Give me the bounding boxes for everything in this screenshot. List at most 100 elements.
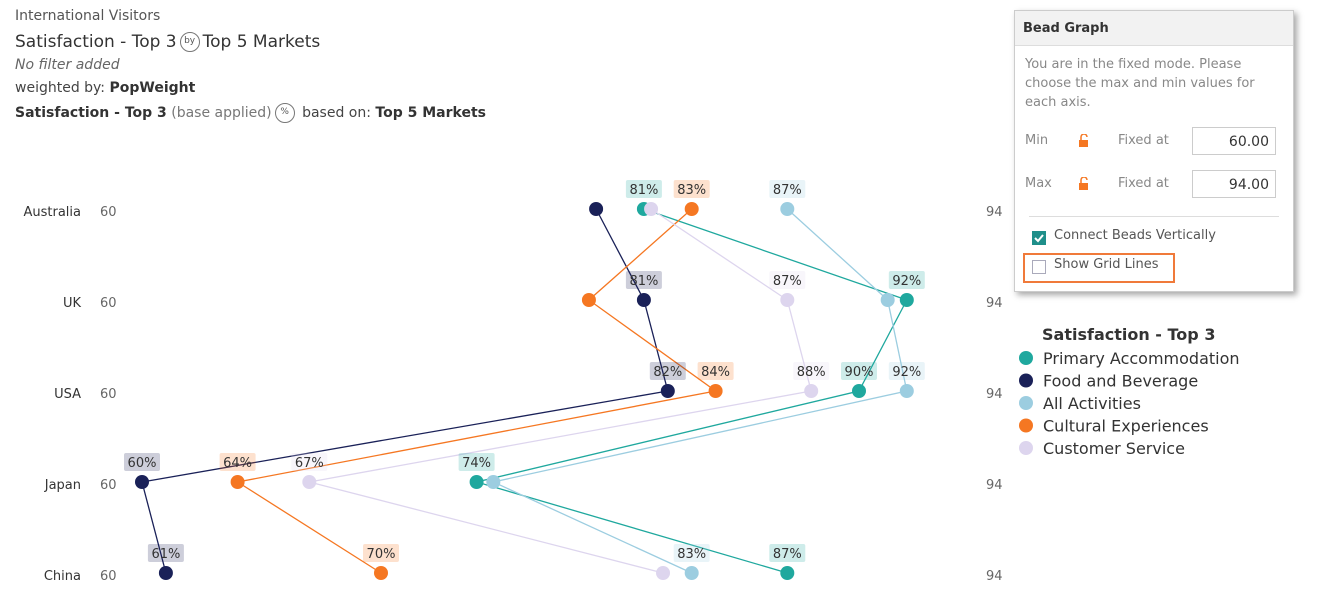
value-label: 64%	[223, 456, 252, 471]
legend-marker	[1019, 396, 1033, 410]
separator	[1029, 216, 1279, 217]
axis-min-label: 60	[100, 296, 117, 311]
value-label-bg	[363, 544, 399, 562]
based-on-label: based on:	[302, 105, 371, 121]
value-label: 87%	[773, 547, 802, 562]
connector-line	[309, 208, 813, 574]
bead	[469, 475, 484, 489]
min-input[interactable]: 60.00	[1192, 127, 1276, 155]
subtitle: International Visitors	[15, 8, 161, 24]
value-label-bg	[673, 544, 710, 562]
bead	[230, 475, 245, 489]
value-label: 83%	[677, 183, 706, 198]
bead	[581, 293, 596, 307]
value-label: 87%	[773, 274, 802, 289]
bead	[684, 202, 699, 216]
value-label-bg	[769, 180, 806, 198]
legend-marker	[1019, 351, 1033, 365]
value-label-bg	[793, 362, 830, 380]
axis-max-label: 94	[986, 387, 1003, 402]
axis-min-label: 60	[100, 205, 117, 220]
based-on-value: Top 5 Markets	[375, 105, 486, 121]
row-label: UK	[63, 296, 82, 311]
panel-description: You are in the fixed mode. Please choose…	[1025, 57, 1255, 110]
value-label-bg	[769, 271, 806, 289]
bead	[780, 566, 795, 580]
axis-min-label: 60	[100, 569, 117, 584]
grid-label[interactable]: Show Grid Lines	[1054, 257, 1159, 272]
bead	[880, 293, 895, 307]
legend-marker	[1019, 441, 1033, 455]
max-input[interactable]: 94.00	[1192, 170, 1276, 198]
bead	[804, 384, 819, 398]
value-label-bg	[291, 453, 328, 471]
value-label: 90%	[845, 365, 874, 380]
axis-max-label: 94	[986, 478, 1003, 493]
row-label: USA	[54, 387, 81, 402]
bead	[302, 475, 317, 489]
bead	[636, 293, 651, 307]
highlight-box	[1023, 253, 1175, 283]
title-left: Satisfaction - Top 3	[15, 32, 177, 52]
value-label-bg	[458, 453, 495, 471]
weighted-label: weighted by:	[15, 80, 106, 96]
legend-label: All Activities	[1043, 394, 1141, 413]
value-label: 70%	[367, 547, 396, 562]
bead	[899, 293, 914, 307]
row-label: Japan	[44, 478, 81, 493]
filter: No filter added	[15, 57, 120, 73]
bead	[899, 384, 914, 398]
value-label: 81%	[629, 274, 658, 289]
value-label: 92%	[892, 274, 921, 289]
value-label-bg	[625, 271, 662, 289]
axis-min-label: 60	[100, 387, 117, 402]
connector-line	[141, 208, 669, 574]
bead	[135, 475, 149, 489]
value-label-bg	[219, 453, 256, 471]
value-label-bg	[147, 544, 184, 562]
title: Satisfaction - Top 3 by Top 5 Markets	[15, 32, 320, 52]
bead	[708, 384, 723, 398]
value-label-bg	[625, 180, 662, 198]
connect-label[interactable]: Connect Beads Vertically	[1054, 228, 1216, 243]
bead	[644, 202, 659, 216]
legend-marker	[1019, 373, 1033, 388]
weighted-value: PopWeight	[109, 80, 196, 96]
lock-icon	[1079, 177, 1088, 190]
row-label: Australia	[23, 205, 81, 220]
settings-panel: Bead Graph You are in the fixed mode. Pl…	[1014, 10, 1294, 292]
value-label: 60%	[128, 456, 157, 471]
value-label-bg	[649, 362, 686, 380]
panel-title: Bead Graph	[1015, 11, 1293, 46]
axis-min-label: 60	[100, 478, 117, 493]
legend-marker	[1019, 418, 1033, 433]
value-label: 82%	[653, 365, 682, 380]
axis-max-label: 94	[986, 569, 1003, 584]
legend-title: Satisfaction - Top 3	[1042, 325, 1215, 344]
lock-icon	[1079, 134, 1088, 147]
connect-checkbox[interactable]	[1032, 231, 1046, 245]
weighted: weighted by: PopWeight	[15, 80, 195, 96]
value-label-bg	[697, 362, 734, 380]
value-label-bg	[841, 362, 877, 380]
bead	[589, 202, 604, 216]
value-label-bg	[769, 544, 806, 562]
min-label: Min	[1025, 133, 1049, 148]
legend-label: Cultural Experiences	[1043, 417, 1209, 436]
max-label: Max	[1025, 176, 1052, 191]
base-line: Satisfaction - Top 3 (base applied)% bas…	[15, 103, 486, 123]
grid-checkbox[interactable]	[1032, 260, 1046, 274]
value-label-bg	[673, 180, 710, 198]
base-note: (base applied)	[171, 105, 272, 121]
connector-line	[474, 208, 908, 574]
bead	[780, 202, 795, 216]
percent-icon: %	[274, 103, 295, 123]
bead	[656, 566, 671, 580]
value-label-bg	[888, 271, 925, 289]
value-label-bg	[124, 453, 160, 471]
axis-max-label: 94	[986, 296, 1003, 311]
bead	[158, 566, 173, 580]
bead	[374, 566, 388, 580]
value-label: 81%	[629, 183, 658, 198]
